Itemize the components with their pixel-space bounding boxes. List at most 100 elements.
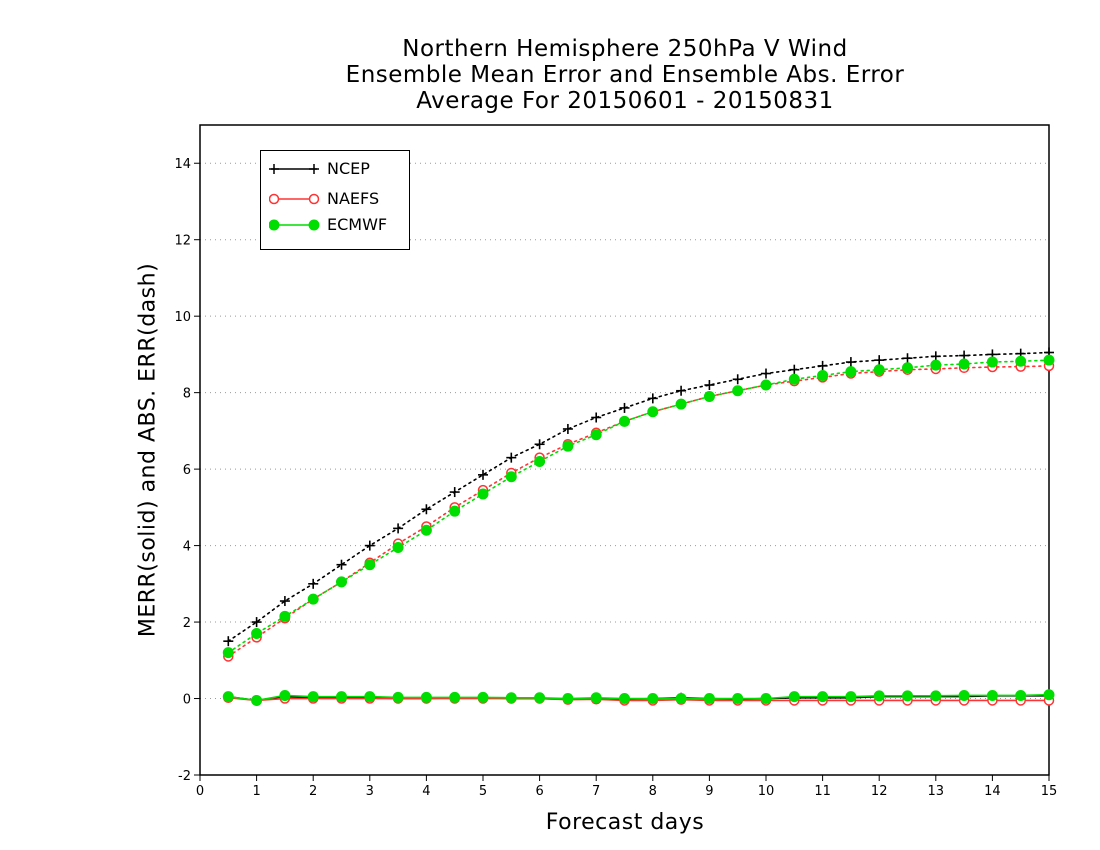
data-point-abs-ecmwf bbox=[420, 524, 432, 536]
data-point-mean-ecmwf bbox=[505, 692, 517, 704]
data-point-abs-ncep bbox=[251, 617, 262, 628]
data-point-mean-ecmwf bbox=[307, 691, 319, 703]
series-line-abs-naefs bbox=[227, 365, 1050, 658]
y-tick-label: 12 bbox=[174, 234, 191, 249]
data-point-mean-ecmwf bbox=[534, 692, 546, 704]
data-point-abs-ecmwf bbox=[760, 379, 772, 391]
data-point-mean-ecmwf bbox=[647, 693, 659, 705]
data-point-mean-ecmwf bbox=[1043, 689, 1055, 701]
series-layer bbox=[222, 347, 1055, 706]
data-point-abs-ecmwf bbox=[534, 455, 546, 467]
data-point-abs-ecmwf bbox=[817, 369, 829, 381]
data-point-abs-ncep bbox=[874, 355, 885, 366]
data-point-mean-ecmwf bbox=[364, 691, 376, 703]
y-tick-label: 10 bbox=[174, 310, 191, 325]
data-point-abs-ncep bbox=[732, 374, 743, 385]
series-line-abs-ncep bbox=[227, 351, 1050, 642]
y-tick-label: -2 bbox=[178, 769, 191, 784]
data-point-abs-ecmwf bbox=[788, 373, 800, 385]
data-point-mean-ecmwf bbox=[449, 691, 461, 703]
data-point-mean-ecmwf bbox=[392, 691, 404, 703]
data-point-abs-ncep bbox=[817, 360, 828, 371]
x-tick-label: 13 bbox=[928, 784, 945, 799]
data-point-abs-ncep bbox=[761, 368, 771, 379]
data-point-abs-ncep bbox=[591, 412, 602, 423]
data-point-mean-ecmwf bbox=[1015, 689, 1027, 701]
x-tick-label: 12 bbox=[871, 784, 888, 799]
x-tick-label: 14 bbox=[984, 784, 1001, 799]
data-point-abs-ncep bbox=[845, 357, 856, 368]
data-point-mean-ecmwf bbox=[619, 693, 630, 705]
series-line-abs-ecmwf bbox=[227, 359, 1050, 654]
data-point-mean-ecmwf bbox=[562, 693, 574, 705]
x-tick-label: 5 bbox=[479, 784, 487, 799]
data-point-abs-ecmwf bbox=[873, 364, 885, 376]
legend-label-naefs: NAEFS bbox=[327, 189, 380, 208]
x-tick-label: 15 bbox=[1041, 784, 1058, 799]
data-point-mean-ecmwf bbox=[986, 689, 998, 701]
data-point-abs-ecmwf bbox=[222, 647, 234, 659]
data-point-abs-ncep bbox=[506, 452, 517, 463]
data-point-abs-ecmwf bbox=[958, 358, 970, 370]
x-axis-label: Forecast days bbox=[545, 810, 705, 835]
data-point-abs-ecmwf bbox=[1043, 354, 1055, 366]
x-tick-label: 9 bbox=[705, 784, 713, 799]
legend: NCEP NAEFS ECMWF bbox=[260, 150, 410, 250]
data-point-abs-ncep bbox=[308, 578, 319, 589]
data-point-abs-ecmwf bbox=[590, 429, 602, 441]
x-tick-label: 11 bbox=[814, 784, 831, 799]
data-point-mean-ecmwf bbox=[477, 691, 489, 703]
data-point-abs-ncep bbox=[279, 596, 290, 607]
data-point-abs-ncep bbox=[619, 402, 630, 413]
legend-label-ncep: NCEP bbox=[327, 159, 370, 178]
data-point-mean-ecmwf bbox=[251, 694, 263, 706]
data-point-mean-ecmwf bbox=[930, 690, 942, 702]
y-tick-label: 2 bbox=[183, 616, 191, 631]
data-point-abs-ecmwf bbox=[251, 628, 263, 640]
legend-label-ecmwf: ECMWF bbox=[327, 215, 388, 234]
data-point-abs-ecmwf bbox=[930, 359, 942, 371]
data-point-mean-ecmwf bbox=[958, 689, 970, 701]
y-tick-label: 6 bbox=[183, 463, 191, 478]
data-point-abs-ncep bbox=[364, 540, 375, 551]
y-tick-label: 4 bbox=[183, 540, 191, 555]
data-point-abs-ncep bbox=[647, 393, 658, 404]
x-tick-label: 3 bbox=[366, 784, 374, 799]
data-point-mean-ecmwf bbox=[845, 691, 857, 703]
data-point-abs-ecmwf bbox=[307, 593, 319, 605]
data-point-mean-ecmwf bbox=[279, 689, 291, 701]
x-tick-label: 8 bbox=[649, 784, 657, 799]
data-point-abs-ecmwf bbox=[562, 440, 574, 452]
data-point-abs-ecmwf bbox=[279, 610, 291, 622]
data-point-abs-ncep bbox=[704, 380, 715, 390]
chart-title: Northern Hemisphere 250hPa V Wind Ensemb… bbox=[200, 36, 1050, 114]
chart-title-line-2: Ensemble Mean Error and Ensemble Abs. Er… bbox=[345, 62, 905, 88]
data-point-abs-ecmwf bbox=[477, 488, 489, 500]
chart-title-line-3: Average For 20150601 - 20150831 bbox=[416, 88, 834, 114]
data-point-abs-ecmwf bbox=[505, 471, 517, 483]
x-tick-label: 4 bbox=[422, 784, 430, 799]
data-point-abs-ncep bbox=[789, 364, 800, 375]
data-point-abs-ncep bbox=[562, 423, 573, 434]
data-point-abs-ecmwf bbox=[449, 505, 461, 517]
data-point-abs-ncep bbox=[421, 504, 432, 515]
legend-item-ecmwf: ECMWF bbox=[269, 213, 409, 237]
y-tick-label: 8 bbox=[183, 387, 191, 402]
data-point-abs-ncep bbox=[223, 636, 234, 647]
data-point-abs-ecmwf bbox=[986, 356, 998, 368]
x-tick-label: 0 bbox=[196, 784, 204, 799]
data-point-mean-ecmwf bbox=[703, 693, 715, 705]
data-point-abs-ncep bbox=[534, 439, 545, 450]
data-point-mean-ecmwf bbox=[420, 691, 432, 703]
data-point-abs-ecmwf bbox=[619, 415, 630, 427]
plot-frame bbox=[199, 124, 1050, 776]
data-point-abs-ecmwf bbox=[845, 366, 857, 378]
data-point-abs-ecmwf bbox=[647, 406, 659, 418]
chart-title-line-1: Northern Hemisphere 250hPa V Wind bbox=[402, 36, 848, 62]
x-tick-label: 1 bbox=[252, 784, 260, 799]
data-point-abs-ncep bbox=[676, 385, 687, 396]
data-point-abs-ecmwf bbox=[675, 398, 687, 410]
legend-item-ncep: NCEP bbox=[269, 157, 409, 181]
data-point-abs-ncep bbox=[336, 559, 347, 570]
